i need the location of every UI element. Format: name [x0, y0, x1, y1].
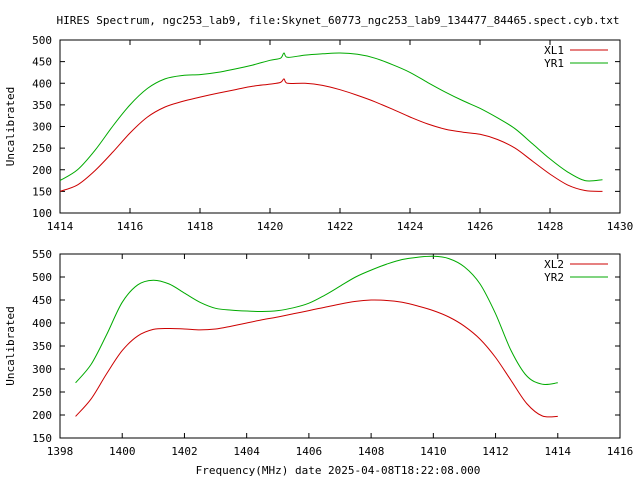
panel-1-x-tick-label: 1424: [397, 220, 424, 233]
panel-2-x-tick-label: 1410: [420, 445, 447, 458]
panel-2-x-tick-label: 1406: [296, 445, 323, 458]
panel-2-y-axis-label: Uncalibrated: [4, 306, 17, 385]
panel-2-series-xl2-line: [75, 299, 558, 418]
panel-1-y-axis-label: Uncalibrated: [4, 87, 17, 166]
panel-1-x-tick-label: 1420: [257, 220, 284, 233]
panel-1-x-tick-label: 1428: [537, 220, 564, 233]
panel-1-series-yr1-line: [59, 52, 603, 182]
figure-title: HIRES Spectrum, ngc253_lab9, file:Skynet…: [57, 14, 620, 27]
panel-2-y-tick-label: 550: [32, 248, 52, 261]
panel-1-x-tick-label: 1426: [467, 220, 494, 233]
panel-2-x-tick-label: 1404: [233, 445, 260, 458]
panel-2-x-tick-label: 1412: [482, 445, 509, 458]
panel-2-x-tick-label: 1400: [109, 445, 136, 458]
panel-2-y-tick-label: 300: [32, 363, 52, 376]
panel-1-y-tick-label: 500: [32, 34, 52, 47]
panel-1-legend-label-xl1: XL1: [544, 44, 564, 57]
panel-1-x-tick-label: 1430: [607, 220, 634, 233]
panel-1-legend-label-yr1: YR1: [544, 57, 564, 70]
panel-2-y-tick-label: 250: [32, 386, 52, 399]
x-axis-label: Frequency(MHz) date 2025-04-08T18:22:08.…: [196, 464, 481, 477]
panel-2-series-yr2-line: [75, 255, 558, 385]
panel-2-y-tick-label: 200: [32, 409, 52, 422]
panel-2-y-tick-label: 400: [32, 317, 52, 330]
panel-2-y-tick-label: 450: [32, 294, 52, 307]
panel-1-y-tick-label: 350: [32, 99, 52, 112]
panel-2-x-tick-label: 1398: [47, 445, 74, 458]
panel-1-y-tick-label: 400: [32, 77, 52, 90]
panel-1-y-tick-label: 200: [32, 164, 52, 177]
panel-1-x-tick-label: 1422: [327, 220, 354, 233]
panel-2-x-tick-label: 1416: [607, 445, 634, 458]
panel-1-y-tick-label: 100: [32, 207, 52, 220]
panel-1-y-tick-label: 250: [32, 142, 52, 155]
panel-2-y-tick-label: 500: [32, 271, 52, 284]
panel-2-legend-label-xl2: XL2: [544, 258, 564, 271]
panel-2-legend-label-yr2: YR2: [544, 271, 564, 284]
panel-1-plot-frame: [59, 39, 621, 214]
panel-1-x-tick-label: 1416: [117, 220, 144, 233]
panel-1-series-xl1-line: [59, 78, 603, 192]
panel-2-x-tick-label: 1408: [358, 445, 385, 458]
panel-1-x-tick-label: 1418: [187, 220, 214, 233]
panel-2-x-tick-label: 1402: [171, 445, 198, 458]
panel-1-y-tick-label: 150: [32, 185, 52, 198]
panel-1-y-tick-label: 300: [32, 121, 52, 134]
panel-2-y-tick-label: 350: [32, 340, 52, 353]
panel-2-x-tick-label: 1414: [545, 445, 572, 458]
panel-1-x-tick-label: 1414: [47, 220, 74, 233]
panel-2-y-tick-label: 150: [32, 432, 52, 445]
panel-1-y-tick-label: 450: [32, 56, 52, 69]
